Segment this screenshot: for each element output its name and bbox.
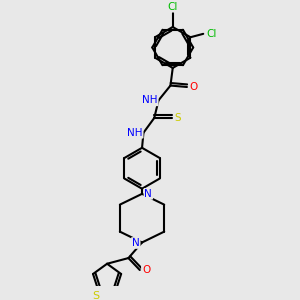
Text: Cl: Cl (167, 2, 178, 11)
Text: NH: NH (142, 95, 158, 105)
Text: N: N (132, 238, 140, 248)
Text: S: S (175, 113, 181, 123)
Text: NH: NH (127, 128, 143, 138)
Text: S: S (93, 291, 100, 300)
Text: O: O (142, 265, 150, 275)
Text: N: N (144, 189, 152, 199)
Text: O: O (189, 82, 197, 92)
Text: Cl: Cl (206, 29, 216, 39)
